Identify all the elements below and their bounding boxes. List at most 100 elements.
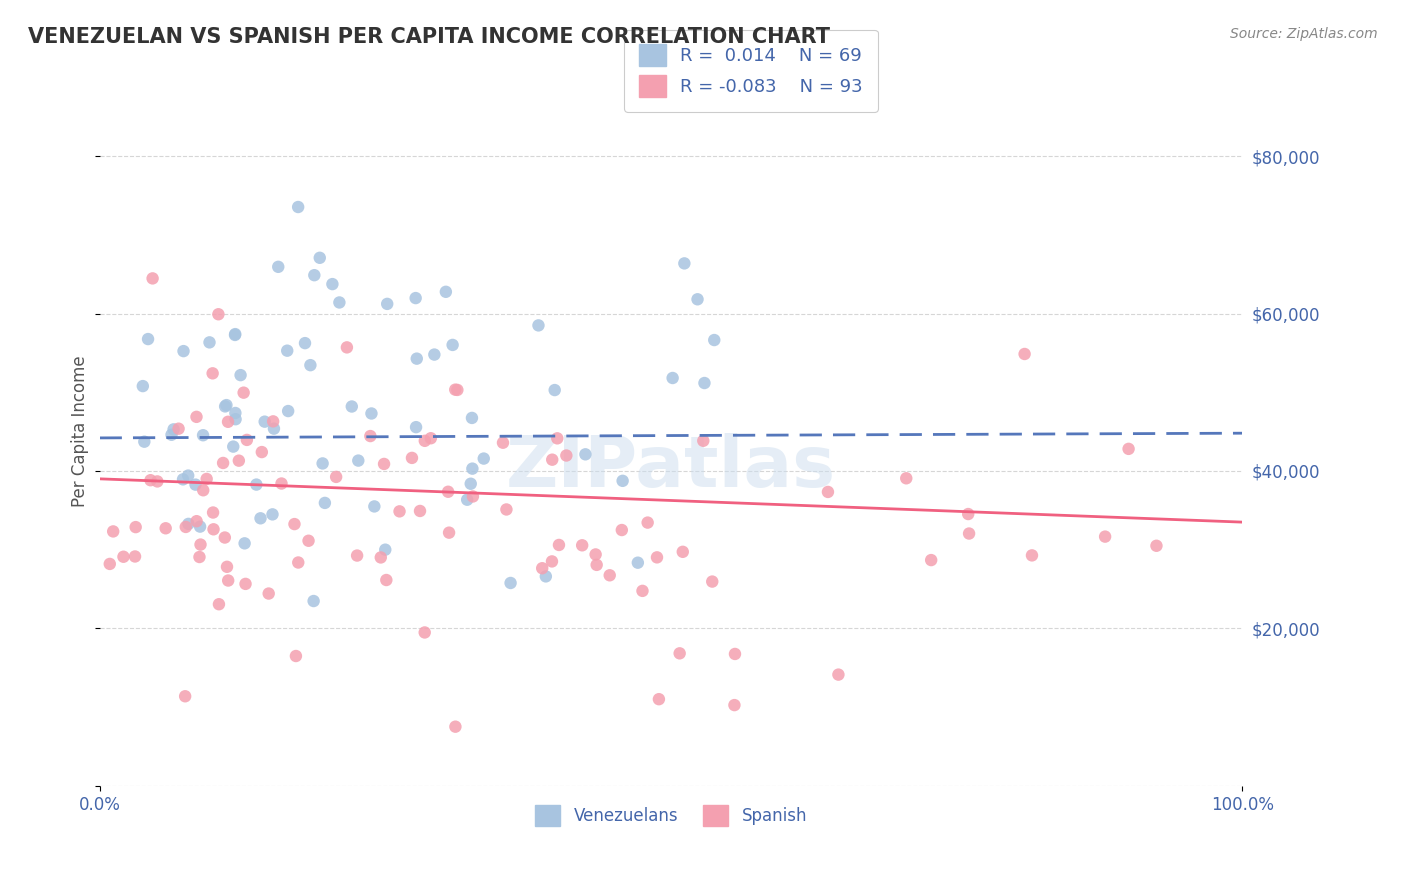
Venezuelans <box>461 411 484 425</box>
Spanish <box>124 549 146 564</box>
Spanish <box>599 568 621 582</box>
Spanish <box>336 340 359 354</box>
Spanish <box>186 514 208 528</box>
Spanish <box>202 506 225 520</box>
Spanish <box>208 597 231 611</box>
Spanish <box>388 504 411 518</box>
Spanish <box>188 549 211 564</box>
Spanish <box>287 556 309 570</box>
Spanish <box>250 445 273 459</box>
Spanish <box>112 549 135 564</box>
Venezuelans <box>360 407 382 421</box>
Spanish <box>1146 539 1168 553</box>
Venezuelans <box>198 335 221 350</box>
Spanish <box>207 307 229 321</box>
Venezuelans <box>245 477 267 491</box>
Venezuelans <box>693 376 716 390</box>
Venezuelans <box>534 569 557 583</box>
Spanish <box>541 554 564 568</box>
Spanish <box>585 548 607 562</box>
Spanish <box>571 538 593 552</box>
Spanish <box>101 524 124 539</box>
Venezuelans <box>224 406 246 420</box>
Spanish <box>98 557 121 571</box>
Spanish <box>401 450 423 465</box>
Spanish <box>461 490 484 504</box>
Spanish <box>446 383 468 397</box>
Venezuelans <box>225 412 247 426</box>
Text: Source: ZipAtlas.com: Source: ZipAtlas.com <box>1230 27 1378 41</box>
Venezuelans <box>263 422 285 436</box>
Venezuelans <box>363 500 385 514</box>
Spanish <box>370 550 392 565</box>
Spanish <box>195 472 218 486</box>
Spanish <box>531 561 554 575</box>
Spanish <box>167 422 190 436</box>
Spanish <box>637 516 659 530</box>
Spanish <box>1118 442 1140 456</box>
Spanish <box>413 625 436 640</box>
Venezuelans <box>527 318 550 333</box>
Venezuelans <box>136 332 159 346</box>
Venezuelans <box>214 400 236 414</box>
Spanish <box>190 538 212 552</box>
Spanish <box>723 698 745 712</box>
Venezuelans <box>224 327 246 342</box>
Venezuelans <box>160 427 183 442</box>
Venezuelans <box>302 594 325 608</box>
Spanish <box>957 507 980 521</box>
Venezuelans <box>277 404 299 418</box>
Venezuelans <box>233 536 256 550</box>
Spanish <box>325 470 347 484</box>
Spanish <box>235 577 257 591</box>
Venezuelans <box>328 295 350 310</box>
Spanish <box>419 431 441 445</box>
Venezuelans <box>703 333 725 347</box>
Spanish <box>1094 530 1116 544</box>
Venezuelans <box>405 291 427 305</box>
Venezuelans <box>456 492 478 507</box>
Venezuelans <box>441 338 464 352</box>
Spanish <box>228 453 250 467</box>
Venezuelans <box>262 508 284 522</box>
Text: VENEZUELAN VS SPANISH PER CAPITA INCOME CORRELATION CHART: VENEZUELAN VS SPANISH PER CAPITA INCOME … <box>28 27 830 46</box>
Venezuelans <box>374 542 396 557</box>
Venezuelans <box>177 468 200 483</box>
Legend: Venezuelans, Spanish: Venezuelans, Spanish <box>527 797 815 834</box>
Spanish <box>492 435 515 450</box>
Spanish <box>236 433 259 447</box>
Venezuelans <box>405 420 427 434</box>
Venezuelans <box>184 477 207 491</box>
Spanish <box>257 586 280 600</box>
Spanish <box>186 409 208 424</box>
Spanish <box>548 538 571 552</box>
Spanish <box>541 452 564 467</box>
Venezuelans <box>308 251 330 265</box>
Spanish <box>214 531 236 545</box>
Spanish <box>648 692 671 706</box>
Spanish <box>610 523 633 537</box>
Venezuelans <box>253 415 276 429</box>
Spanish <box>409 504 432 518</box>
Venezuelans <box>321 277 343 291</box>
Venezuelans <box>249 511 271 525</box>
Venezuelans <box>172 472 194 486</box>
Venezuelans <box>162 422 184 436</box>
Spanish <box>495 502 517 516</box>
Spanish <box>174 520 197 534</box>
Venezuelans <box>224 328 246 343</box>
Spanish <box>217 574 239 588</box>
Spanish <box>827 667 849 681</box>
Venezuelans <box>340 400 363 414</box>
Spanish <box>139 473 162 487</box>
Venezuelans <box>299 358 322 372</box>
Spanish <box>444 383 467 397</box>
Venezuelans <box>574 447 596 461</box>
Spanish <box>346 549 368 563</box>
Spanish <box>297 533 319 548</box>
Spanish <box>413 434 436 448</box>
Y-axis label: Per Capita Income: Per Capita Income <box>72 356 89 508</box>
Venezuelans <box>276 343 298 358</box>
Spanish <box>284 648 307 663</box>
Spanish <box>215 559 238 574</box>
